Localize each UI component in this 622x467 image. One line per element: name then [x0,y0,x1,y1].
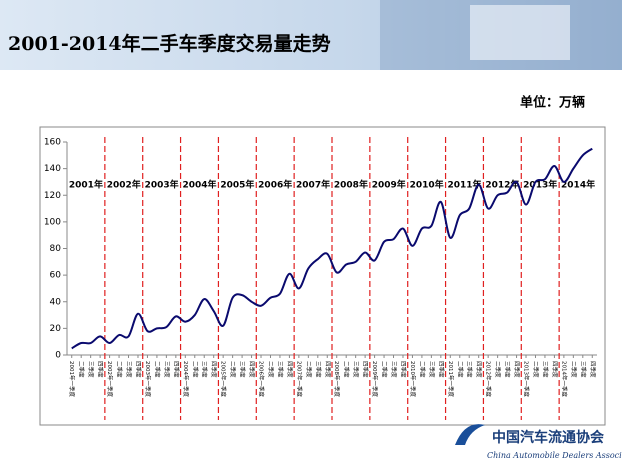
year-label: 2006年 [258,179,292,191]
x-tick-label: 三季度 [314,361,322,378]
x-tick-label: 2008年一季度 [333,361,341,397]
x-tick-label: 四季度 [362,361,370,378]
x-tick-label: 二季度 [305,361,313,378]
x-tick-label: 2007年一季度 [295,361,303,397]
x-tick-label: 二季度 [267,361,275,378]
x-tick-label: 二季度 [418,361,426,378]
x-tick-label: 三季度 [201,361,209,378]
year-label: 2007年 [296,179,330,191]
x-tick-label: 四季度 [399,361,407,378]
x-tick-label: 四季度 [97,361,105,378]
x-tick-label: 二季度 [153,361,161,378]
x-tick-label: 二季度 [78,361,86,378]
x-tick-label: 四季度 [513,361,521,378]
year-label: 2009年 [372,179,406,191]
x-tick-label: 2013年一季度 [523,361,531,397]
x-tick-label: 2005年一季度 [220,361,228,397]
y-tick-label: 60 [50,271,62,281]
x-tick-label: 三季度 [276,361,284,378]
header-image-box [470,5,570,60]
x-tick-label: 三季度 [541,361,549,378]
x-tick-label: 三季度 [239,361,247,378]
x-tick-label: 二季度 [229,361,237,378]
year-label: 2002年 [107,179,141,191]
org-name-en: China Automobile Dealers Association [487,451,622,460]
y-tick-label: 160 [44,138,61,148]
x-tick-label: 三季度 [466,361,474,378]
x-tick-label: 2010年一季度 [409,361,417,397]
year-label: 2001年 [69,179,103,191]
y-tick-label: 0 [55,351,61,361]
x-tick-label: 四季度 [248,361,256,378]
x-tick-label: 三季度 [125,361,133,378]
year-label: 2004年 [182,179,216,191]
x-tick-label: 四季度 [324,361,332,378]
x-tick-label: 2001年一季度 [68,361,76,397]
y-tick-label: 40 [50,297,62,307]
chart-frame [39,126,606,426]
x-tick-label: 2012年一季度 [485,361,493,397]
title: 2001-2014年二手车季度交易量走势 [8,32,331,55]
x-tick-label: 三季度 [579,361,587,378]
x-tick-label: 三季度 [163,361,171,378]
x-tick-label: 2006年一季度 [258,361,266,397]
x-tick-label: 四季度 [437,361,445,378]
y-tick-label: 80 [50,244,62,254]
logo-icon [455,424,485,445]
x-tick-label: 2002年一季度 [106,361,114,397]
y-tick-label: 120 [44,191,61,201]
year-label: 2003年 [145,179,179,191]
x-tick-label: 三季度 [87,361,95,378]
x-tick-label: 二季度 [456,361,464,378]
year-label: 2005年 [220,179,254,191]
x-tick-label: 四季度 [475,361,483,378]
year-label: 2014年 [561,179,595,191]
year-label: 2012年 [485,179,519,191]
x-tick-label: 四季度 [172,361,180,378]
x-tick-label: 二季度 [570,361,578,378]
line-series [71,147,593,350]
x-tick-label: 2011年一季度 [447,361,455,397]
x-tick-label: 三季度 [352,361,360,378]
year-label: 2011年 [447,179,481,191]
x-tick-label: 二季度 [381,361,389,378]
x-tick-label: 四季度 [551,361,559,378]
x-tick-label: 三季度 [390,361,398,378]
x-tick-label: 三季度 [504,361,512,378]
x-tick-label: 四季度 [286,361,294,378]
org-name: 中国汽车流通协会 [492,429,605,446]
x-tick-label: 二季度 [494,361,502,378]
year-label: 2010年 [410,179,444,191]
x-tick-label: 四季度 [134,361,142,378]
x-tick-label: 四季度 [210,361,218,378]
x-tick-label: 二季度 [116,361,124,378]
x-tick-label: 二季度 [532,361,540,378]
y-tick-label: 20 [50,324,62,334]
year-label: 2008年 [334,179,368,191]
x-tick-label: 2014年一季度 [560,361,568,397]
x-tick-label: 2003年一季度 [144,361,152,397]
x-tick-label: 二季度 [191,361,199,378]
unit-label: 单位：万辆 [520,95,585,111]
x-tick-label: 二季度 [343,361,351,378]
x-tick-label: 三季度 [428,361,436,378]
y-tick-label: 100 [44,217,61,227]
x-tick-label: 2004年一季度 [182,361,190,397]
x-tick-label: 2009年一季度 [371,361,379,397]
year-label: 2013年 [523,179,557,191]
x-tick-label: 四季度 [589,361,597,378]
y-tick-label: 140 [44,164,61,174]
